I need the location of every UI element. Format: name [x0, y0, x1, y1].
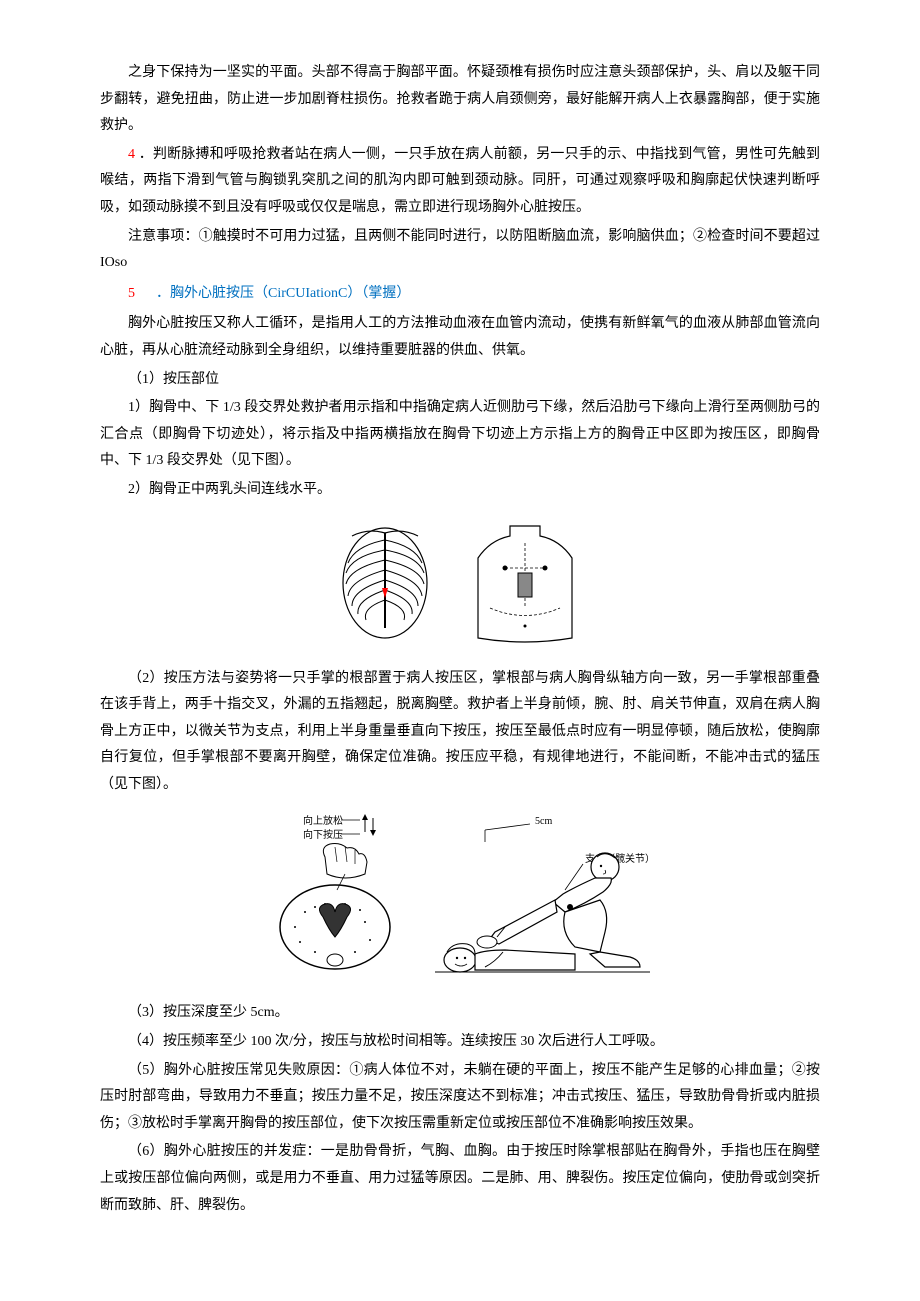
figure-1	[100, 518, 820, 648]
item-5-6: （6）胸外心脏按压的并发症：一是肋骨骨折，气胸、血胸。由于按压时除掌根部贴在胸骨…	[100, 1139, 820, 1219]
item-5-number: 5	[128, 286, 135, 301]
item-5-intro: 胸外心脏按压又称人工循环，是指用人工的方法推动血液在血管内流动，使携有新鲜氧气的…	[100, 311, 820, 364]
item-5-3: （3）按压深度至少 5cm。	[100, 1000, 820, 1027]
figure-cpr-posture-icon: 5cm 支点（髋关节）	[425, 812, 655, 982]
item-5-5: （5）胸外心脏按压常见失败原因：①病人体位不对，未躺在硬的平面上，按压不能产生足…	[100, 1058, 820, 1138]
item-4: 4 ．判断脉搏和呼吸抢救者站在病人一侧，一只手放在病人前额，另一只手的示、中指找…	[100, 142, 820, 222]
item-5-1-1: 1）胸骨中、下 1/3 段交界处救护者用示指和中指确定病人近侧肋弓下缘，然后沿肋…	[100, 395, 820, 475]
label-down: 向下按压	[303, 828, 343, 841]
paragraph-continuation: 之身下保持为一坚实的平面。头部不得高于胸部平面。怀疑颈椎有损伤时应注意头颈部保护…	[100, 60, 820, 140]
item-4-note: 注意事项：①触摸时不可用力过猛，且两侧不能同时进行，以防阻断脑血流，影响脑供血；…	[100, 224, 820, 277]
figure-2: 向上放松 向下按压 5cm	[100, 812, 820, 982]
label-up: 向上放松	[303, 814, 343, 827]
figure-torso-icon	[460, 518, 590, 648]
item-5-1-2: 2）胸骨正中两乳头间连线水平。	[100, 477, 820, 504]
label-5cm: 5cm	[535, 816, 552, 827]
item-5-heading: 5 ．胸外心脏按压（CirCUIationC）（掌握）	[100, 281, 820, 308]
item-5-2: （2）按压方法与姿势将一只手掌的根部置于病人按压区，掌根部与病人胸骨纵轴方向一致…	[100, 666, 820, 799]
figure-cross-section-icon: 向上放松 向下按压	[265, 812, 405, 982]
item-5-1: （1）按压部位	[100, 367, 820, 394]
item-5-text: ．胸外心脏按压（CirCUIationC）（掌握）	[156, 286, 410, 301]
item-4-text: ．判断脉搏和呼吸抢救者站在病人一侧，一只手放在病人前额，另一只手的示、中指找到气…	[100, 147, 820, 215]
figure-ribcage-icon	[330, 518, 440, 648]
item-4-number: 4	[128, 147, 135, 162]
item-5-4: （4）按压频率至少 100 次/分，按压与放松时间相等。连续按压 30 次后进行…	[100, 1029, 820, 1056]
